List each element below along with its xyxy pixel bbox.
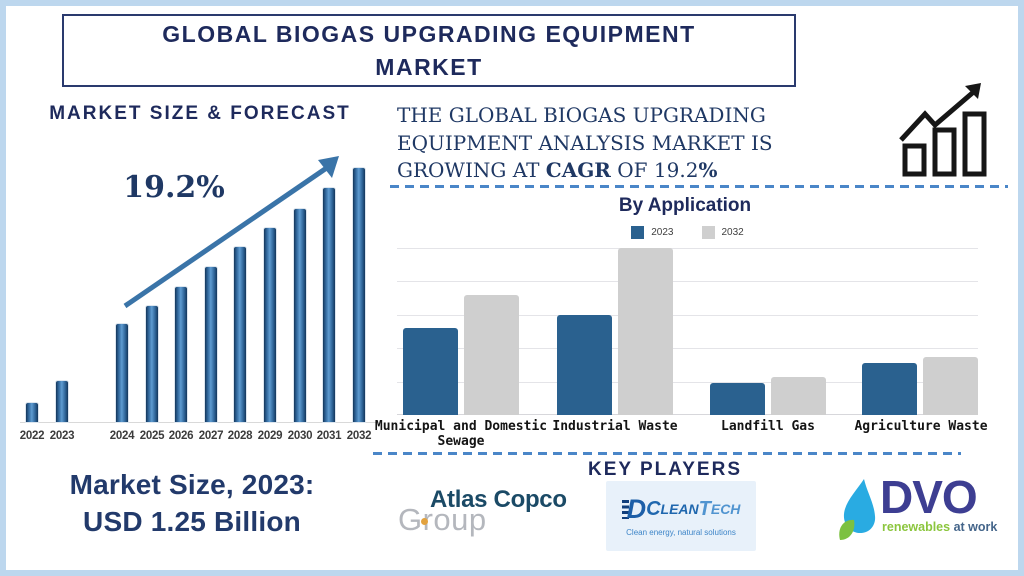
growth-trend-arrow <box>123 156 339 309</box>
axis-label-year: 2025 <box>139 430 165 442</box>
forecast-bar <box>353 168 365 422</box>
application-chart-legend: 2023 2032 <box>397 226 978 239</box>
category-label: Municipal and Domestic Sewage <box>374 419 548 449</box>
dvo-wordmark: DVO <box>880 471 978 523</box>
axis-label-year: 2030 <box>287 430 313 442</box>
legend-label: 2023 <box>651 227 674 238</box>
application-bar-2032 <box>923 357 978 415</box>
application-bar-2023 <box>557 315 612 415</box>
dashed-divider-top <box>390 185 1008 188</box>
forecast-bar <box>234 247 246 422</box>
dvo-logo: DVO renewables at work <box>834 471 1004 552</box>
cleantech-tagline: Clean energy, natural solutions <box>626 527 736 537</box>
category-label: Landfill Gas <box>721 419 815 434</box>
dashed-divider-bottom <box>373 452 961 455</box>
axis-label-year: 2027 <box>198 430 224 442</box>
category-label: Industrial Waste <box>552 419 678 434</box>
gridline <box>397 248 978 249</box>
gridline <box>397 281 978 282</box>
cleantech-text-t: T <box>698 497 711 520</box>
forecast-bar <box>116 324 128 422</box>
application-bar-2023 <box>403 328 458 415</box>
summary-line2: EQUIPMENT ANALYSIS MARKET IS <box>397 130 773 155</box>
gridline <box>397 315 978 316</box>
key-players-heading: KEY PLAYERS <box>588 459 742 480</box>
axis-label-year: 2032 <box>346 430 372 442</box>
dvo-tagline-renewables: renewables <box>882 520 954 534</box>
forecast-bar <box>294 209 306 422</box>
cleantech-text-lean: LEAN <box>660 501 699 517</box>
application-bar-2032 <box>771 377 826 415</box>
forecast-bar <box>56 381 68 422</box>
application-bar-2032 <box>464 295 519 415</box>
market-summary-paragraph: THE GLOBAL BIOGAS UPGRADING EQUIPMENT AN… <box>397 102 887 185</box>
dvo-tagline: renewables at work <box>882 520 997 534</box>
forecast-bar <box>175 287 187 422</box>
x-axis-baseline <box>20 422 378 423</box>
axis-label-year: 2028 <box>227 430 253 442</box>
legend-item: 2023 <box>631 226 674 239</box>
application-bar-2023 <box>862 363 917 415</box>
cleantech-wordmark: D C LEAN T ECH <box>621 493 741 524</box>
axis-label-year: 2029 <box>257 430 283 442</box>
forecast-bar <box>205 267 217 422</box>
atlas-group-wordmark: Group <box>398 502 487 537</box>
forecast-bar <box>323 188 335 422</box>
axis-label-year: 2031 <box>316 430 342 442</box>
atlas-gold-dot-icon <box>421 518 428 525</box>
gridline <box>397 382 978 383</box>
legend-label: 2032 <box>721 227 744 238</box>
category-label: Agriculture Waste <box>854 419 988 434</box>
legend-item: 2032 <box>701 226 744 239</box>
dvo-tagline-at-work: at work <box>953 520 998 534</box>
gridline <box>397 348 978 349</box>
cagr-label: 19.2% <box>123 170 225 205</box>
title-box: GLOBAL BIOGAS UPGRADING EQUIPMENT MARKET <box>62 14 796 87</box>
legend-swatch <box>631 226 645 239</box>
forecast-bar-chart: 19.2% 2022 2023 2024 2025 2026 2027 2028 2029 20… <box>14 130 384 450</box>
cleantech-stripes-icon <box>621 499 629 519</box>
by-application-title: By Application <box>618 195 752 216</box>
atlas-copco-logo: Atlas Copco Group <box>398 484 588 546</box>
atlas-copco-wordmark: Atlas Copco <box>430 486 567 513</box>
market-size-line1: Market Size, 2023: <box>69 469 315 500</box>
market-forecast-heading: MARKET SIZE & FORECAST <box>49 103 351 124</box>
cleantech-text-c: C <box>646 497 661 520</box>
axis-label-year: 2022 <box>19 430 45 442</box>
cagr-term: CAGR <box>545 158 611 182</box>
summary-line3: GROWING AT CAGR OF 19.2% <box>397 157 887 185</box>
summary-line1: THE GLOBAL BIOGAS UPGRADING <box>397 103 766 127</box>
application-bar-chart: Municipal and Domestic Sewage Industrial … <box>375 248 988 449</box>
forecast-bar <box>146 306 158 422</box>
summary-line3-pre: GROWING AT <box>397 158 546 182</box>
legend-swatch <box>701 226 715 239</box>
cleantech-text-ech: ECH <box>710 501 741 517</box>
cleantech-logo: D C LEAN T ECH Clean energy, natural soluti… <box>606 481 756 551</box>
market-size-callout: Market Size, 2023: USD 1.25 Billion <box>27 466 357 540</box>
application-bar-2032 <box>618 248 673 415</box>
cleantech-d-mark-icon: D <box>626 493 647 524</box>
flame-leaf-icon <box>839 479 876 540</box>
growth-chart-icon <box>897 82 997 177</box>
forecast-bar <box>26 403 38 422</box>
forecast-bar <box>264 228 276 422</box>
axis-label-year: 2026 <box>168 430 194 442</box>
axis-label-year: 2024 <box>109 430 135 442</box>
axis-label-year: 2023 <box>49 430 75 442</box>
summary-line3-mid: OF 19.2 <box>610 158 699 182</box>
application-bar-2023 <box>710 383 765 415</box>
percent-sign: % <box>698 158 718 182</box>
page-title: GLOBAL BIOGAS UPGRADING EQUIPMENT MARKET <box>162 20 696 80</box>
market-size-line2: USD 1.25 Billion <box>83 506 301 537</box>
gridline <box>397 414 978 415</box>
